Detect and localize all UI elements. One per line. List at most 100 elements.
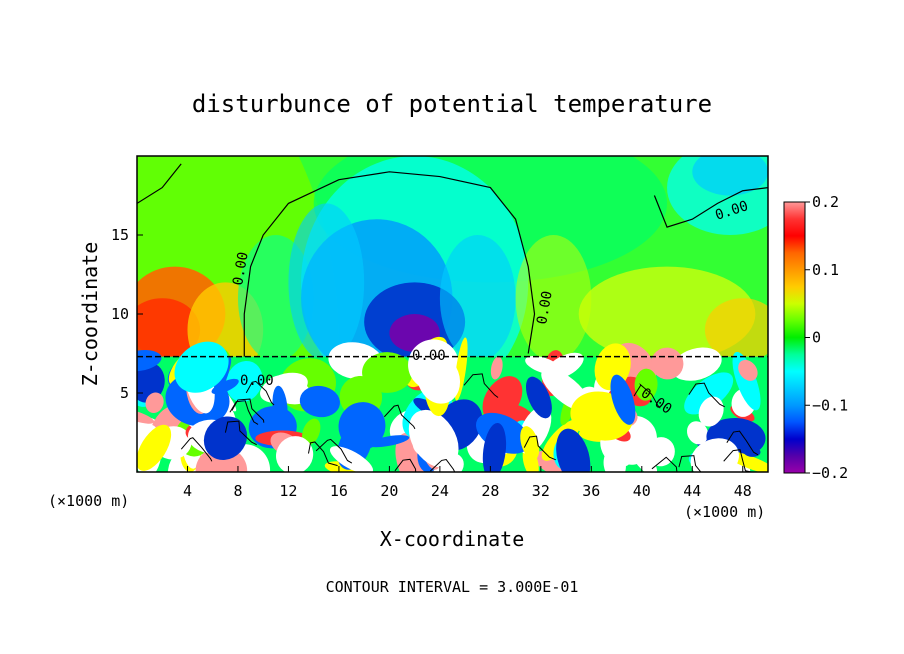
eddy-patch [338,402,386,450]
contour-label: 0.00 [534,290,556,326]
lower-field [137,336,768,472]
contour-interval-note: CONTOUR INTERVAL = 3.000E-01 [326,578,579,596]
y-axis-label: Z-coordinate [78,242,102,387]
field-patch [288,203,365,362]
eddy-patch [686,421,709,445]
zero-contour [653,187,768,228]
eddy-patch [482,422,507,472]
upper-field [137,156,768,472]
eddy-patch [299,385,340,418]
contour-label: 0.00 [230,251,252,287]
colorbar-tick-label: −0.1 [812,396,848,414]
x-axis-unit-left: (×1000 m) [48,492,129,510]
eddy-patch [743,446,761,457]
eddy-patch [412,434,441,458]
contour-line [678,455,702,472]
eddy-patch [671,347,722,381]
contour-line [688,382,725,408]
colorbar-ticks: 0.2 0.1 0 −0.1 −0.2 [805,193,848,482]
x-tick-label: 48 [734,482,752,500]
plot-area [137,156,768,472]
y-tick-label: 5 [120,384,129,402]
x-tick-label: 32 [532,482,550,500]
eddy-patch [610,374,636,425]
field-patch [704,298,768,362]
eddy-patch [367,435,410,448]
eddy-patch [738,359,758,381]
contour-line [463,373,499,398]
contour-lines [137,163,768,472]
contour-line [229,400,259,425]
eddy-patch [525,376,552,419]
zero-contour [137,163,182,204]
contour-line [315,438,353,464]
x-tick-label: 16 [330,482,348,500]
eddy-patch [525,355,561,375]
colorbar-tick-label: 0.2 [812,193,839,211]
y-tick-label: 10 [111,305,129,323]
contour-line [224,420,257,446]
x-axis-unit-right: (×1000 m) [684,503,765,521]
eddy-patch [137,424,172,471]
y-axis-ticks: 5 10 15 [111,226,143,402]
contour-line [307,441,338,467]
eddy-patch [690,438,739,472]
colorbar-tick-label: 0 [812,329,821,347]
x-tick-label: 4 [183,482,192,500]
eddy-patch [211,378,239,395]
eddy-patch [203,416,248,460]
field-patch [692,156,768,196]
eddy-patch [651,347,684,380]
colorbar [783,201,806,474]
eddy-patch [418,343,436,390]
eddy-patch [490,356,503,380]
eddy-patch [195,446,248,472]
eddy-patch [272,385,288,430]
eddy-patch [302,418,321,446]
x-tick-label: 44 [683,482,701,500]
colorbar-tick-label: −0.2 [812,464,848,482]
contour-line [394,458,417,472]
zero-contour [243,171,536,357]
eddy-patch [520,426,540,460]
x-tick-label: 12 [279,482,297,500]
x-tick-label: 40 [633,482,651,500]
contour-line [633,383,661,409]
contour-line [430,458,456,472]
contour-line [383,404,416,430]
contour-label: 0.00 [240,373,274,389]
eddy-patch [329,446,374,472]
eddy-patch [276,436,314,472]
eddy-patch [225,360,263,402]
x-tick-label: 8 [233,482,242,500]
contour-line [651,456,678,472]
eddy-patch [145,392,164,413]
x-axis-ticks: 4 8 12 16 20 24 28 32 36 40 44 48 [183,466,752,500]
contour-line [726,430,759,456]
field-patch [515,235,592,362]
contour-line [523,435,557,461]
colorbar-tick-label: 0.1 [812,261,839,279]
field-patch [439,235,516,362]
field-patch [137,298,201,362]
contour-line [245,380,275,406]
x-tick-label: 24 [431,482,449,500]
x-axis-label: X-coordinate [380,527,525,551]
eddy-patch [137,350,162,372]
eddy-patch [174,341,229,393]
contour-label: 0.00 [412,348,446,364]
x-tick-label: 20 [380,482,398,500]
x-tick-label: 28 [481,482,499,500]
eddy-patch [482,376,523,422]
eddy-patch [634,368,658,401]
eddy-patch [362,352,413,393]
eddy-patch [698,396,724,427]
x-tick-label: 36 [582,482,600,500]
chart-title: disturbunce of potential temperature [192,90,712,118]
contour-line [180,437,213,462]
eddy-patch [626,437,658,472]
y-tick-label: 15 [111,226,129,244]
contour-line [723,449,754,472]
eddy-patch [556,428,591,472]
